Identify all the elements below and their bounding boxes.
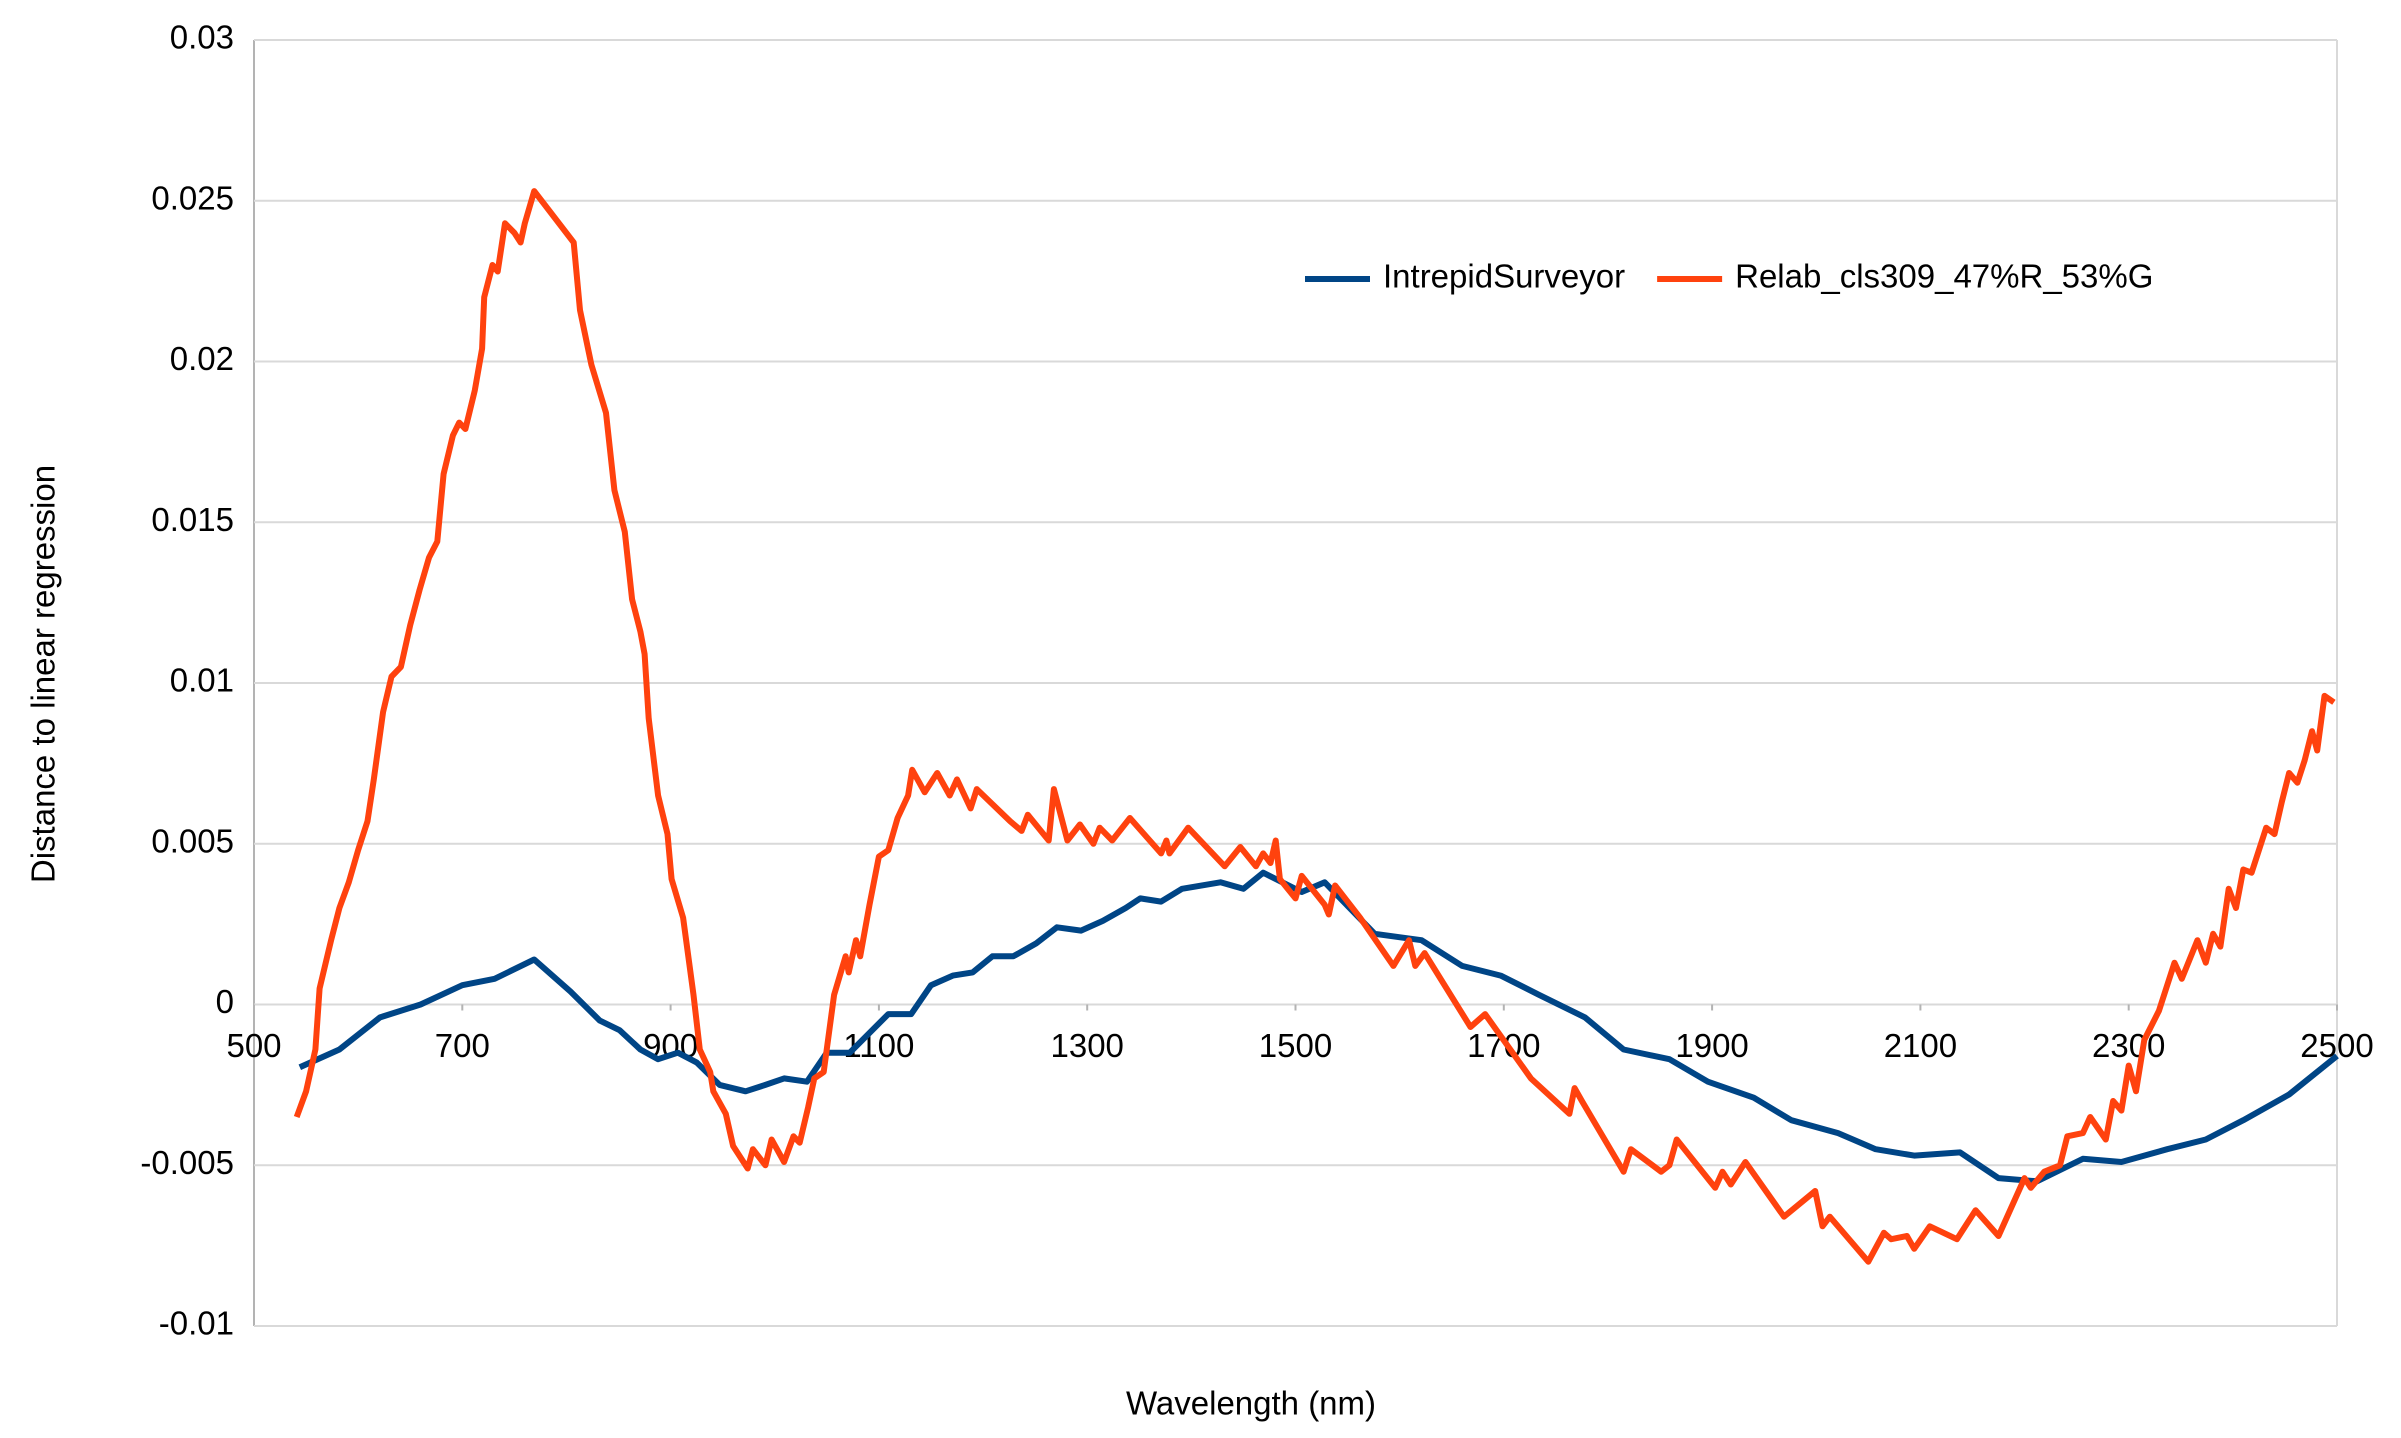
- y-tick-label: 0.03: [170, 19, 234, 56]
- x-tick-label: 1900: [1675, 1027, 1748, 1064]
- x-tick-label: 500: [226, 1027, 281, 1064]
- x-tick-label: 1500: [1259, 1027, 1332, 1064]
- y-tick-label: 0.025: [151, 179, 234, 216]
- series-line: [293, 188, 2336, 1265]
- series-line: [298, 869, 2339, 1185]
- legend-label: IntrepidSurveyor: [1383, 258, 1625, 295]
- y-tick-label: 0.015: [151, 501, 234, 538]
- x-tick-label: 2100: [1884, 1027, 1957, 1064]
- y-tick-label: -0.005: [140, 1144, 234, 1181]
- y-tick-label: 0.01: [170, 662, 234, 699]
- y-tick-label: -0.01: [159, 1305, 234, 1342]
- x-tick-label: 700: [435, 1027, 490, 1064]
- legend-label: Relab_cls309_47%R_53%G: [1735, 258, 2153, 295]
- y-tick-label: 0.005: [151, 822, 234, 859]
- x-axis-title: Wavelength (nm): [1126, 1385, 1376, 1422]
- y-tick-label: 0: [216, 983, 234, 1020]
- x-tick-label: 2300: [2092, 1027, 2165, 1064]
- x-tick-label: 1700: [1467, 1027, 1540, 1064]
- y-tick-label: 0.02: [170, 340, 234, 377]
- y-axis-title: Distance to linear regression: [25, 465, 62, 883]
- x-tick-label: 1300: [1050, 1027, 1123, 1064]
